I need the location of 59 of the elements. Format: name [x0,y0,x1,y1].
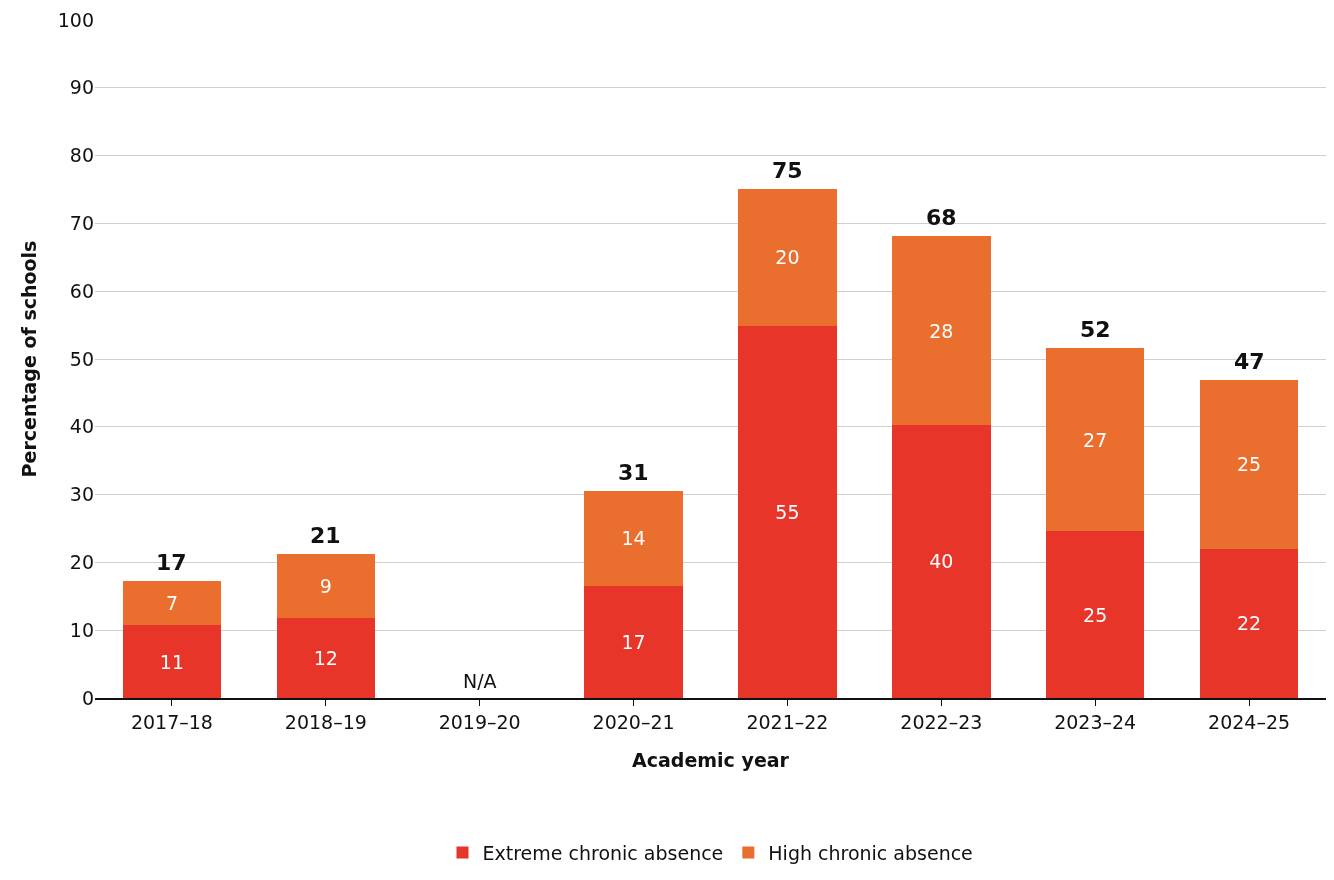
bar [1199,548,1299,698]
data-label: 22 [1236,612,1262,635]
data-label: 28 [929,319,954,342]
total-label: 47 [1234,349,1265,374]
bar [276,554,376,618]
data-label: 55 [775,500,800,523]
bar [584,490,683,587]
x-tick-label: 2017–18 [130,710,213,733]
total-label: 17 [156,550,187,575]
x-tick-label: 2021–22 [746,710,829,733]
total-label: 68 [926,205,957,230]
bar [738,188,837,326]
y-tick-label: 90 [69,76,94,99]
x-tick-label: 2022–23 [900,710,983,733]
data-label: 25 [1083,603,1108,626]
bar [1045,348,1145,532]
bar [1045,531,1145,698]
x-tick-label: 2024–25 [1208,710,1291,733]
data-label: 7 [165,592,178,615]
y-axis-title: Percentage of schools [17,240,40,478]
y-tick-label: 40 [69,415,94,438]
legend-label: High chronic absence [768,841,973,864]
x-tick-label: 2023–24 [1054,710,1137,733]
total-label: 52 [1080,317,1111,342]
data-label: 12 [313,647,338,669]
total-label: 75 [772,158,803,183]
annotation: N/A [463,670,497,692]
y-tick-label: 50 [69,347,94,370]
data-label: 40 [929,550,954,573]
y-tick-label: 20 [69,551,94,574]
data-label: 17 [621,631,646,654]
y-tick-label: 100 [57,8,94,31]
bar [122,625,222,698]
data-label: 27 [1083,428,1108,451]
x-tick-label: 2019–20 [438,710,521,733]
bar [122,581,222,626]
data-label: 14 [621,527,646,550]
x-tick-label: 2018–19 [284,710,367,733]
bar [892,424,991,698]
bar [584,586,683,698]
bar [738,325,837,698]
y-tick-label: 10 [69,618,94,641]
y-tick-label: 70 [69,212,94,235]
bar [892,236,991,425]
x-tick-label: 2020–21 [592,710,675,733]
bar [276,618,376,698]
y-tick-label: 60 [69,279,94,302]
x-axis-title: Academic year [632,748,790,771]
total-label: 31 [618,460,649,485]
data-label: 9 [319,575,332,598]
data-label: 25 [1236,453,1262,476]
total-label: 21 [310,523,341,548]
data-label: 11 [159,650,185,673]
y-tick-label: 80 [69,144,94,167]
y-tick-label: 0 [81,686,94,709]
bar [1199,380,1299,549]
y-tick-label: 30 [69,483,94,506]
legend-label: Extreme chronic absence [482,841,724,864]
data-label: 20 [775,246,800,269]
